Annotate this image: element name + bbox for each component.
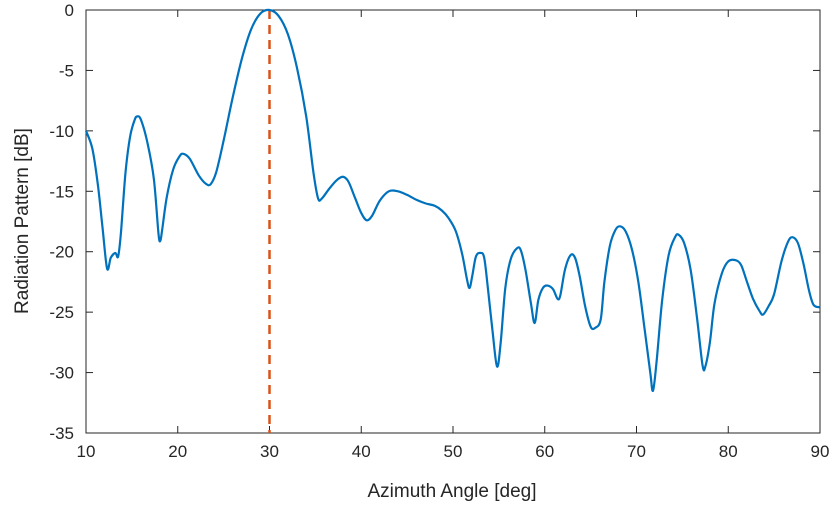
y-tick-label: -35 [49, 424, 74, 443]
x-tick-label: 50 [444, 442, 463, 461]
axes-frame [85, 9, 821, 434]
x-tick-label: 60 [535, 442, 554, 461]
y-axis-label: Radiation Pattern [dB] [12, 128, 33, 314]
x-tick-label: 70 [627, 442, 646, 461]
y-tick-label: -15 [49, 182, 74, 201]
y-tick-label: -25 [49, 303, 74, 322]
y-tick-label: -20 [49, 243, 74, 262]
y-tick-label: 0 [65, 1, 74, 20]
radiation-pattern-line [84, 8, 821, 393]
x-tick-label: 10 [77, 442, 96, 461]
x-tick-label: 40 [352, 442, 371, 461]
x-tick-label: 80 [719, 442, 738, 461]
x-tick-label: 90 [811, 442, 830, 461]
x-tick-label: 30 [260, 442, 279, 461]
y-tick-label: -10 [49, 122, 74, 141]
y-tick-label: -30 [49, 364, 74, 383]
x-axis-label: Azimuth Angle [deg] [368, 481, 537, 502]
y-tick-label: -5 [59, 61, 74, 80]
x-tick-label: 20 [168, 442, 187, 461]
